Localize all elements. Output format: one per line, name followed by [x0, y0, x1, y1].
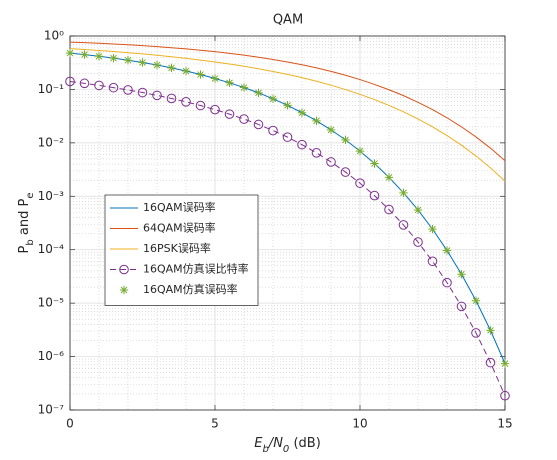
- data-point: [181, 66, 191, 76]
- legend-label: 16QAM仿真误比特率: [143, 262, 249, 276]
- data-point: [384, 204, 394, 215]
- data-point: [137, 87, 148, 98]
- data-point: [413, 205, 423, 215]
- data-point: [399, 188, 408, 198]
- data-point: [442, 246, 452, 255]
- data-point: [210, 74, 220, 83]
- x-tick-label: 5: [211, 417, 219, 431]
- data-point: [79, 78, 90, 89]
- data-point: [500, 359, 510, 368]
- data-point: [311, 148, 322, 158]
- legend-label: 16QAM仿真误码率: [143, 282, 238, 296]
- data-point: [428, 224, 437, 234]
- series-line: [69, 80, 506, 396]
- series-line: [69, 48, 506, 182]
- x-tick-label: 10: [352, 417, 367, 431]
- legend-label: 64QAM误码率: [143, 221, 216, 235]
- data-point: [398, 220, 409, 230]
- y-tick-label: 10⁻⁷: [38, 403, 65, 417]
- x-tick-label: 0: [66, 417, 74, 431]
- data-point: [254, 88, 263, 98]
- data-point: [471, 328, 481, 338]
- data-point: [427, 256, 438, 267]
- data-point: [123, 85, 133, 95]
- data-point: [166, 93, 177, 104]
- data-point: [210, 104, 220, 115]
- data-point: [413, 237, 423, 247]
- legend-label: 16PSK误码率: [143, 241, 211, 255]
- y-tick-label: 10⁻³: [38, 189, 65, 203]
- data-point: [196, 70, 205, 79]
- data-point: [485, 357, 496, 368]
- y-tick-label: 10⁰: [44, 29, 64, 43]
- data-point: [268, 125, 278, 136]
- legend-marker: [119, 285, 129, 295]
- data-point: [369, 190, 380, 201]
- chart-title: QAM: [273, 13, 303, 28]
- data-point: [65, 76, 75, 87]
- data-point: [355, 178, 365, 188]
- data-point: [123, 56, 133, 65]
- data-point: [225, 78, 234, 88]
- y-axis-label: Pb and Pe: [17, 193, 36, 254]
- legend-box: [104, 194, 259, 306]
- plot-frame: [69, 35, 506, 411]
- data-point: [370, 159, 379, 168]
- data-point: [152, 60, 162, 70]
- data-point: [181, 97, 191, 107]
- data-point: [253, 119, 264, 130]
- data-point: [326, 125, 336, 135]
- data-point: [239, 114, 249, 124]
- data-point: [457, 270, 466, 279]
- data-point: [486, 326, 495, 335]
- data-point: [65, 48, 75, 58]
- data-point: [297, 108, 307, 117]
- data-point: [195, 100, 206, 111]
- data-point: [94, 52, 104, 61]
- data-point: [384, 173, 394, 182]
- series-line: [69, 41, 506, 162]
- x-tick-label: 15: [497, 417, 512, 431]
- y-tick-label: 10⁻¹: [38, 82, 65, 96]
- data-point: [341, 135, 350, 145]
- data-point: [312, 116, 321, 126]
- data-point: [297, 139, 307, 150]
- data-point: [239, 83, 249, 92]
- data-point: [456, 301, 467, 312]
- data-point: [283, 101, 292, 110]
- data-point: [109, 53, 118, 63]
- data-point: [167, 63, 176, 73]
- data-point: [138, 58, 147, 67]
- data-point: [152, 90, 162, 101]
- data-point: [94, 80, 104, 91]
- data-point: [224, 109, 235, 119]
- y-tick-label: 10⁻⁵: [38, 296, 65, 310]
- data-point: [268, 94, 278, 104]
- data-point: [355, 146, 365, 156]
- y-tick-label: 10⁻²: [38, 135, 65, 149]
- y-tick-label: 10⁻⁶: [38, 349, 65, 363]
- data-point: [80, 50, 89, 59]
- legend-marker: [119, 264, 129, 275]
- y-tick-label: 10⁻⁴: [38, 242, 65, 256]
- data-point: [442, 277, 452, 288]
- data-point: [340, 167, 351, 177]
- data-point: [282, 132, 293, 142]
- data-point: [326, 157, 336, 167]
- x-axis-label: Eb/N0 (dB): [254, 436, 321, 455]
- data-point: [500, 390, 510, 401]
- data-point: [471, 296, 481, 305]
- legend-label: 16QAM误码率: [143, 200, 216, 214]
- data-point: [108, 82, 119, 93]
